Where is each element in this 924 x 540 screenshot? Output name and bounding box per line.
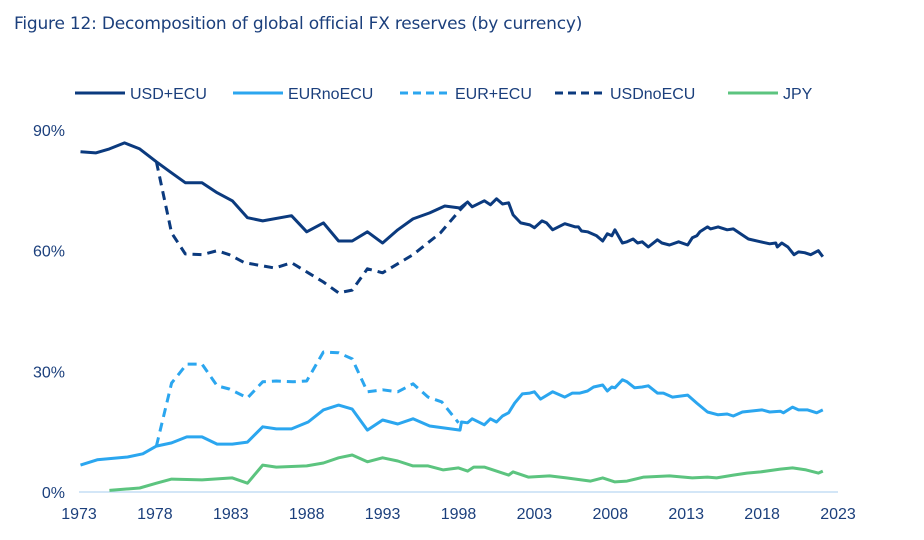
y-tick-label: 30% [33,364,65,381]
series-line-jpy [109,453,824,492]
x-tick-label: 1998 [441,506,477,523]
x-tick-label: 1973 [61,506,97,523]
x-tick-label: 1978 [137,506,173,523]
series-line-usdnoecu [154,161,469,295]
series-line-usd-ecu [80,141,824,258]
x-tick-label: 1983 [213,506,249,523]
x-tick-label: 1988 [289,506,325,523]
legend-label: USDnoECU [610,86,695,103]
x-tick-label: 1993 [365,506,401,523]
series-line-eur-ecu [154,350,460,447]
x-tick-label: 2013 [668,506,704,523]
legend-label: EURnoECU [288,86,373,103]
x-tick-label: 2018 [744,506,780,523]
legend-label: JPY [783,86,813,103]
chart-title: Figure 12: Decomposition of global offic… [14,14,583,34]
x-tick-label: 2003 [517,506,553,523]
y-tick-label: 90% [33,123,65,140]
legend-label: EUR+ECU [455,86,532,103]
x-tick-label: 2008 [593,506,629,523]
series-line-eurnoecu [80,378,824,467]
y-tick-label: 60% [33,244,65,261]
x-tick-label: 2023 [820,506,856,523]
y-tick-label: 0% [42,485,65,502]
legend-label: USD+ECU [130,86,207,103]
